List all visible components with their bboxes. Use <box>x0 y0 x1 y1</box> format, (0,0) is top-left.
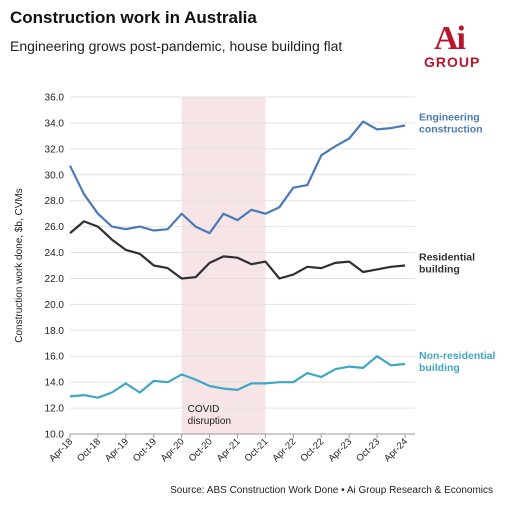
x-tick-label: Oct-20 <box>187 436 215 464</box>
y-tick-label: 12.0 <box>45 404 65 415</box>
x-tick-label: Apr-23 <box>326 436 354 464</box>
x-tick-label: Apr-22 <box>271 436 299 464</box>
x-axis-ticks: Apr-18 Oct-18 Apr-19 Oct-19 Apr-20 Oct-20 Apr-… <box>47 434 410 464</box>
series-label: Residential <box>419 252 475 264</box>
series-line <box>69 355 406 399</box>
source-note: Source: ABS Construction Work Done • Ai … <box>170 485 493 496</box>
series-label: building <box>419 264 460 276</box>
covid-label-line1: COVID <box>188 404 220 415</box>
chart-title: Construction work in Australia <box>10 8 257 27</box>
x-tick-label: Oct-22 <box>298 436 326 464</box>
y-tick-label: 18.0 <box>45 326 65 337</box>
covid-label-line2: disruption <box>188 416 231 427</box>
y-tick-label: 36.0 <box>45 93 65 104</box>
x-tick-label: Apr-21 <box>215 436 243 464</box>
x-tick-label: Apr-19 <box>103 436 131 464</box>
y-tick-label: 30.0 <box>45 170 65 181</box>
series-label: Non-residential <box>419 350 496 362</box>
covid-shaded-region <box>181 97 266 434</box>
gridlines <box>70 96 415 435</box>
ai-group-logo: Ai GROUP <box>424 20 488 72</box>
series-line <box>69 120 406 235</box>
chart-subtitle: Engineering grows post-pandemic, house b… <box>10 38 343 54</box>
y-axis-label: Construction work done, $b, CVMs <box>14 188 25 343</box>
y-tick-label: 16.0 <box>45 352 65 363</box>
logo-text: GROUP <box>424 54 481 70</box>
line-chart: 10.0 12.0 14.0 16.0 18.0 20.0 22.0 24.0 26.0 28.0… <box>14 93 496 465</box>
y-tick-label: 26.0 <box>45 222 65 233</box>
y-tick-label: 32.0 <box>45 144 65 155</box>
series-label: Engineering <box>419 112 480 124</box>
x-tick-label: Oct-18 <box>75 436 103 464</box>
series-lines <box>69 120 406 399</box>
logo-mark: Ai <box>434 20 466 57</box>
x-tick-label: Apr-24 <box>382 436 410 464</box>
y-tick-label: 20.0 <box>45 300 65 311</box>
series-line <box>69 220 406 280</box>
series-label: building <box>419 362 460 374</box>
x-tick-label: Oct-23 <box>354 436 382 464</box>
x-tick-label: Oct-19 <box>131 436 159 464</box>
series-label: construction <box>419 124 483 136</box>
x-tick-label: Oct-21 <box>243 436 271 464</box>
y-tick-label: 22.0 <box>45 274 65 285</box>
y-tick-label: 34.0 <box>45 118 65 129</box>
y-tick-label: 24.0 <box>45 248 65 259</box>
y-axis-ticks: 10.0 12.0 14.0 16.0 18.0 20.0 22.0 24.0 26.0 28.0… <box>45 93 65 441</box>
x-tick-label: Apr-18 <box>47 436 75 464</box>
series-labels: EngineeringconstructionResidentialbuildi… <box>419 112 496 374</box>
y-tick-label: 14.0 <box>45 378 65 389</box>
y-tick-label: 10.0 <box>45 430 65 441</box>
x-tick-label: Apr-20 <box>159 436 187 464</box>
y-tick-label: 28.0 <box>45 196 65 207</box>
